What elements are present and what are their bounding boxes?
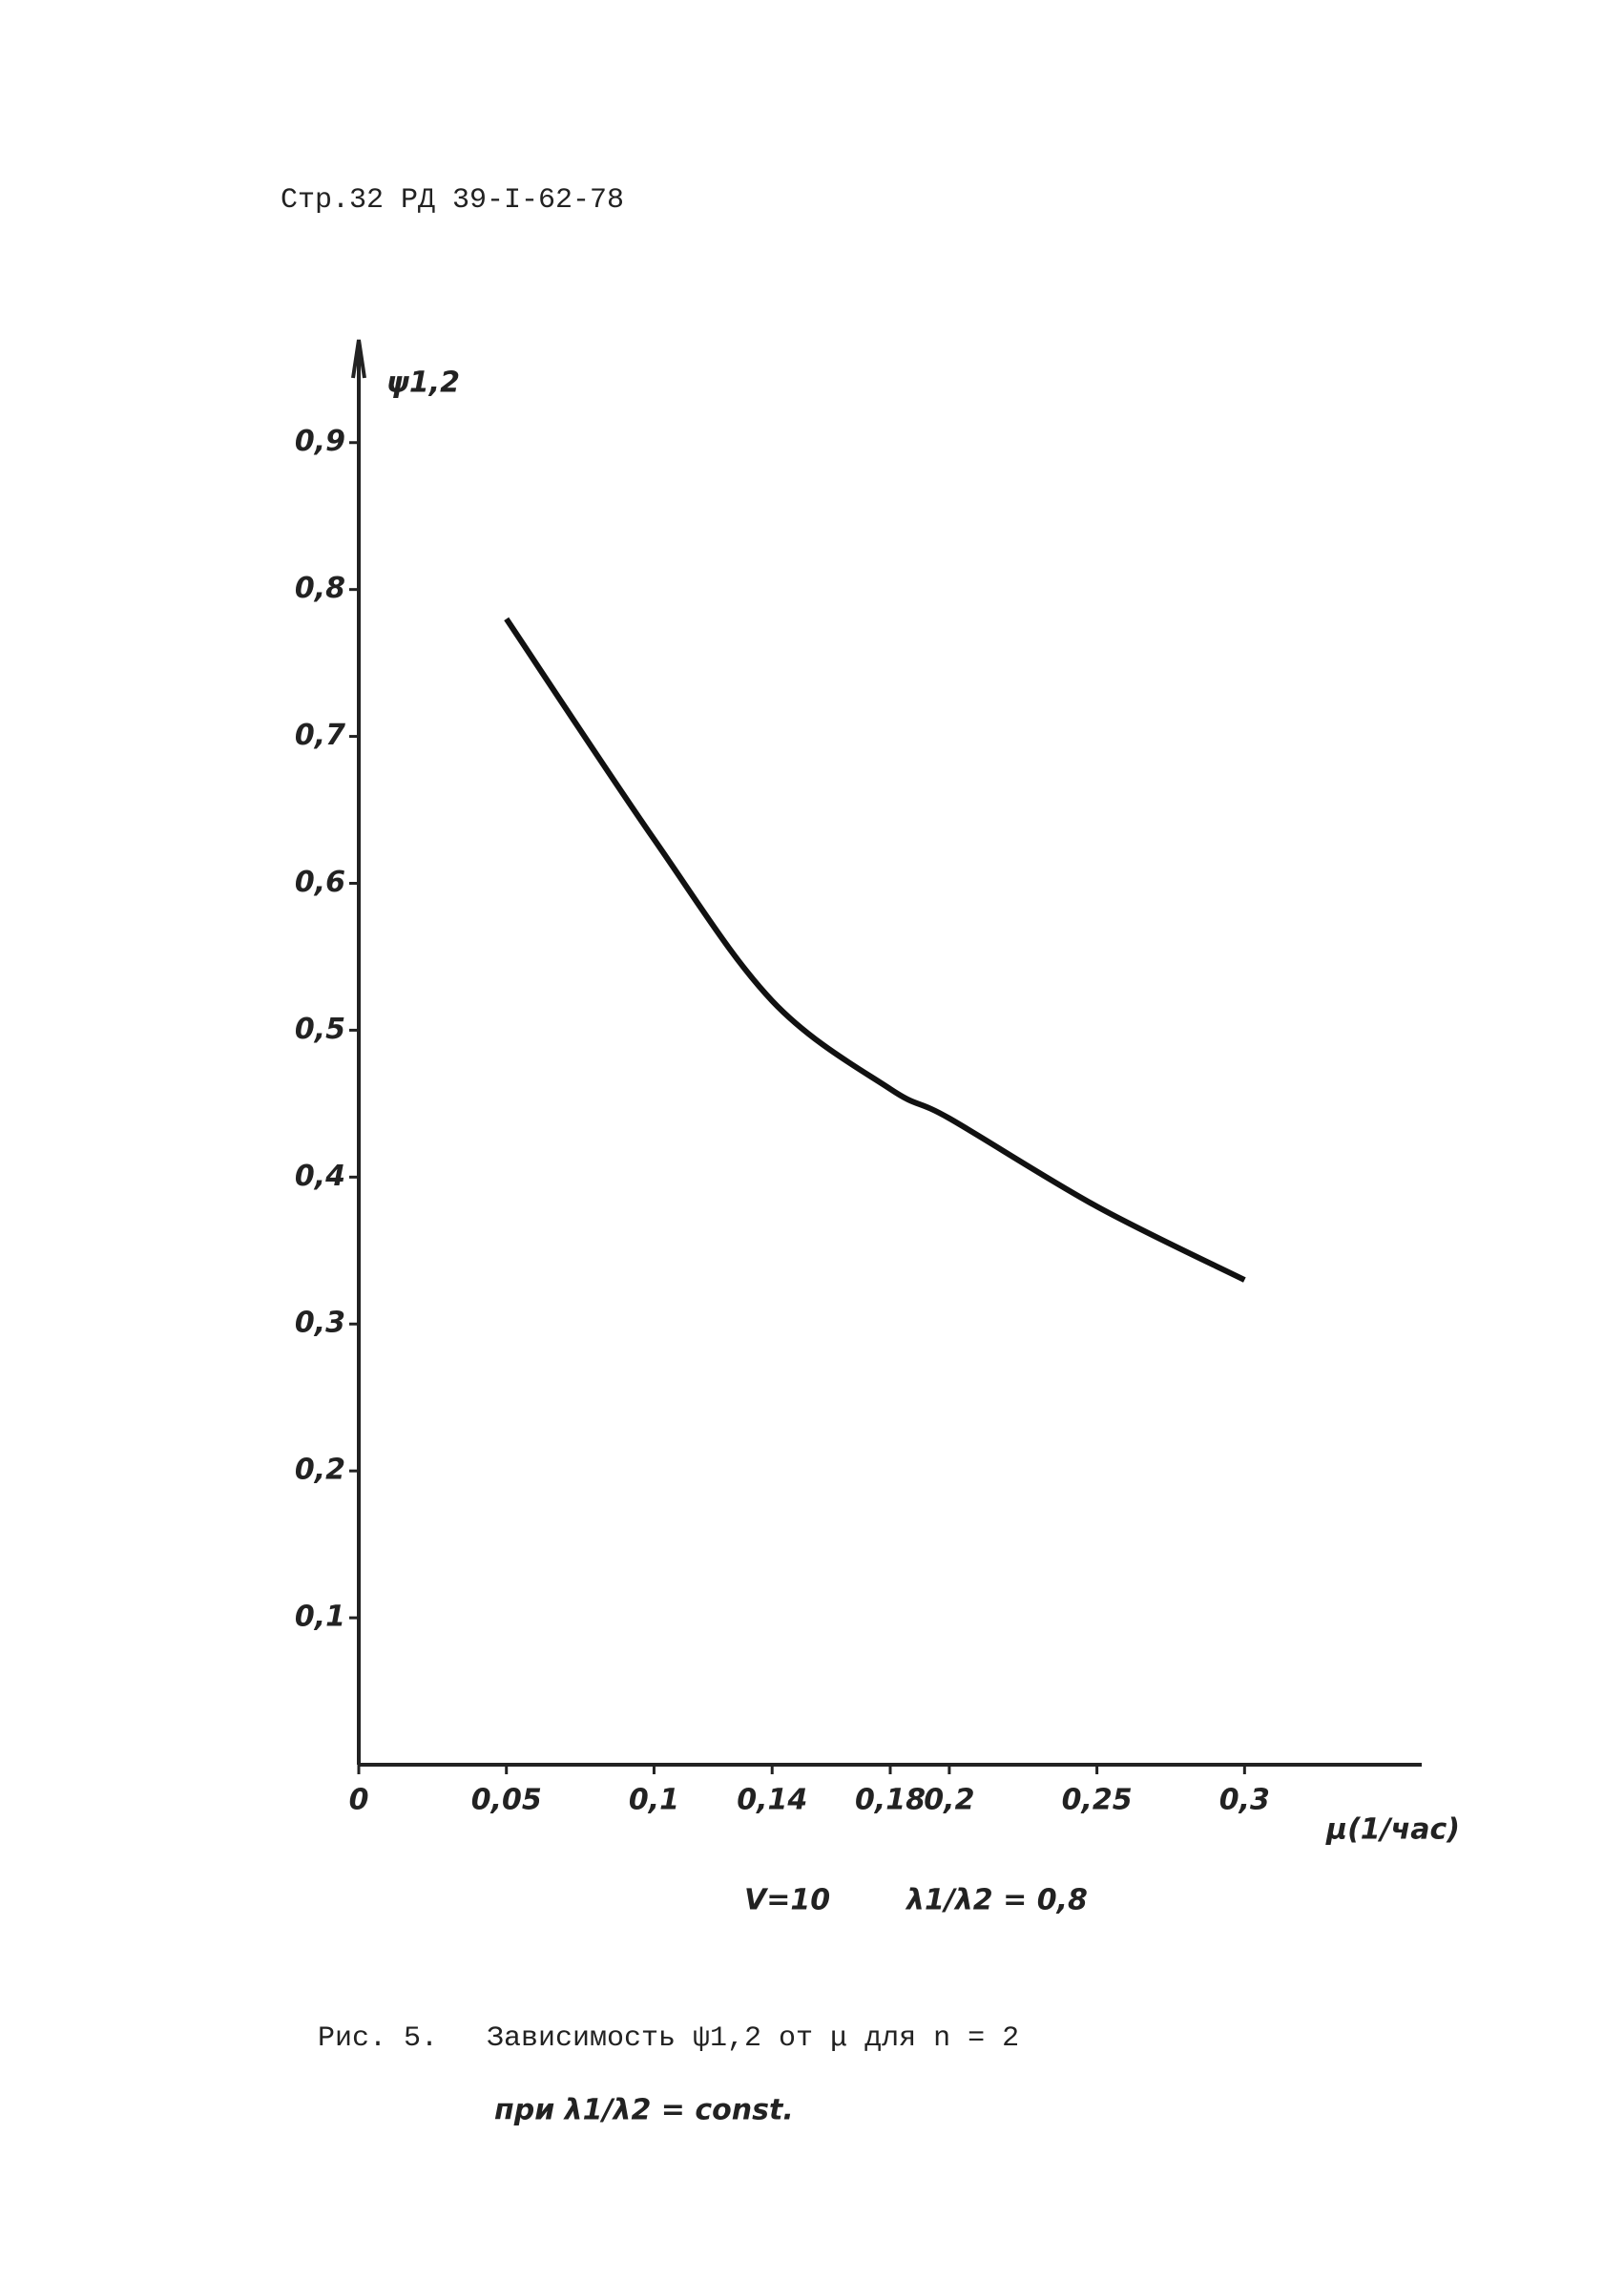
page-header: Стр.32 РД 39-I-62-78: [281, 184, 624, 217]
y-tick-label: 0,5: [295, 1013, 345, 1046]
x-tick-label: 0,18: [855, 1784, 926, 1817]
x-tick-label: 0: [349, 1784, 369, 1817]
x-tick-label: 0,05: [471, 1784, 542, 1817]
annotation: λ1/λ2 = 0,8: [905, 1884, 1088, 1917]
y-tick-label: 0,7: [295, 719, 345, 752]
caption-text: Зависимость ψ1,2 от μ для n = 2: [487, 2022, 1019, 2055]
y-tick-label: 0,2: [295, 1454, 345, 1487]
annotation: V=10: [744, 1884, 830, 1917]
data-line: [504, 617, 1246, 1283]
x-tick-label: 0,1: [629, 1784, 679, 1817]
axis-arrow: [351, 339, 366, 379]
y-tick-label: 0,8: [295, 572, 345, 605]
y-axis-label: ψ1,2: [386, 366, 460, 400]
y-tick-label: 0,6: [295, 866, 345, 899]
y-tick-label: 0,4: [295, 1160, 345, 1193]
x-tick-label: 0,25: [1062, 1784, 1133, 1817]
x-tick-label: 0,3: [1219, 1784, 1270, 1817]
x-tick-label: 0,2: [924, 1784, 974, 1817]
caption-text: при λ1/λ2 = const.: [494, 2094, 794, 2127]
x-axis-label: μ(1/час): [1325, 1813, 1460, 1847]
caption-label: Рис. 5.: [318, 2022, 438, 2055]
y-tick-label: 0,9: [295, 425, 345, 458]
y-tick-label: 0,1: [295, 1601, 345, 1634]
x-tick-label: 0,14: [737, 1784, 807, 1817]
y-tick-label: 0,3: [295, 1307, 345, 1340]
